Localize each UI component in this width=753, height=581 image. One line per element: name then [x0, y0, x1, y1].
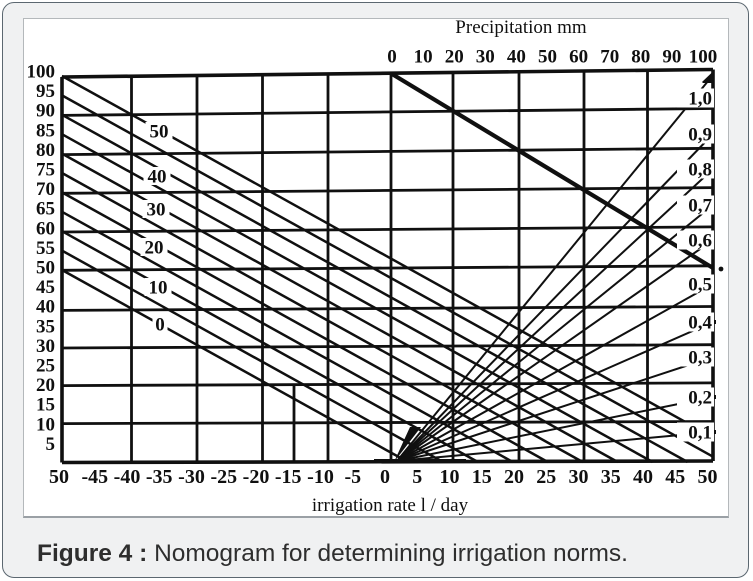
svg-text:20: 20: [445, 47, 464, 68]
svg-text:90: 90: [662, 47, 681, 68]
svg-text:-20: -20: [243, 466, 270, 488]
svg-text:30: 30: [147, 200, 166, 221]
svg-text:70: 70: [36, 179, 55, 200]
svg-text:-45: -45: [81, 466, 108, 488]
svg-text:45: 45: [36, 277, 55, 298]
svg-text:-10: -10: [307, 466, 334, 488]
svg-text:75: 75: [36, 160, 55, 181]
svg-text:60: 60: [36, 218, 55, 239]
svg-text:0,3: 0,3: [688, 348, 712, 369]
svg-text:65: 65: [36, 199, 55, 220]
svg-text:1,0: 1,0: [688, 89, 712, 110]
svg-text:35: 35: [601, 466, 621, 488]
svg-text:80: 80: [631, 47, 650, 68]
svg-text:50: 50: [49, 466, 69, 488]
svg-text:30: 30: [569, 466, 589, 488]
svg-text:0,9: 0,9: [688, 125, 712, 146]
svg-text:-15: -15: [275, 466, 302, 488]
svg-text:10: 10: [36, 414, 55, 435]
svg-text:0,7: 0,7: [688, 196, 712, 217]
svg-text:50: 50: [538, 47, 557, 68]
svg-text:80: 80: [36, 140, 55, 161]
svg-text:-5: -5: [344, 466, 361, 488]
svg-text:-25: -25: [210, 466, 237, 488]
svg-text:40: 40: [148, 167, 167, 188]
svg-text:-35: -35: [146, 466, 173, 488]
svg-text:-30: -30: [178, 466, 205, 488]
svg-text:10: 10: [414, 47, 433, 68]
svg-text:50: 50: [36, 258, 55, 279]
svg-text:5: 5: [412, 466, 422, 488]
svg-text:90: 90: [36, 101, 55, 122]
svg-text:20: 20: [36, 375, 55, 396]
svg-text:30: 30: [36, 336, 55, 357]
svg-text:20: 20: [145, 238, 164, 259]
svg-text:15: 15: [36, 395, 55, 416]
svg-text:35: 35: [36, 316, 55, 337]
svg-text:70: 70: [600, 47, 619, 68]
svg-text:45: 45: [665, 466, 685, 488]
svg-text:55: 55: [36, 238, 55, 259]
svg-text:-40: -40: [114, 466, 141, 488]
svg-text:100: 100: [689, 47, 718, 68]
svg-text:40: 40: [507, 47, 526, 68]
svg-text:20: 20: [504, 466, 524, 488]
svg-text:25: 25: [536, 466, 556, 488]
svg-text:0,4: 0,4: [688, 313, 712, 334]
svg-text:0: 0: [380, 466, 390, 488]
svg-text:25: 25: [36, 356, 55, 377]
svg-text:40: 40: [36, 297, 55, 318]
svg-text:85: 85: [36, 120, 55, 141]
svg-text:15: 15: [472, 466, 492, 488]
svg-text:irrigation rate l / day: irrigation rate l / day: [312, 495, 469, 516]
svg-text:0,6: 0,6: [688, 231, 712, 252]
svg-text:50: 50: [698, 466, 718, 488]
svg-text:100: 100: [27, 62, 56, 83]
svg-text:10: 10: [149, 278, 168, 299]
svg-text:0,8: 0,8: [688, 160, 712, 181]
svg-text:0,1: 0,1: [688, 423, 712, 444]
svg-text:60: 60: [569, 47, 588, 68]
svg-text:30: 30: [476, 47, 495, 68]
svg-text:0: 0: [387, 47, 397, 68]
svg-text:40: 40: [633, 466, 653, 488]
svg-text:5: 5: [46, 434, 56, 455]
svg-text:0: 0: [155, 315, 165, 336]
svg-text:0,5: 0,5: [688, 275, 712, 296]
svg-text:95: 95: [36, 81, 55, 102]
svg-text:Precipitation mm: Precipitation mm: [455, 17, 587, 38]
svg-text:0,2: 0,2: [688, 388, 712, 409]
svg-text:50: 50: [150, 122, 169, 143]
svg-text:10: 10: [440, 466, 460, 488]
